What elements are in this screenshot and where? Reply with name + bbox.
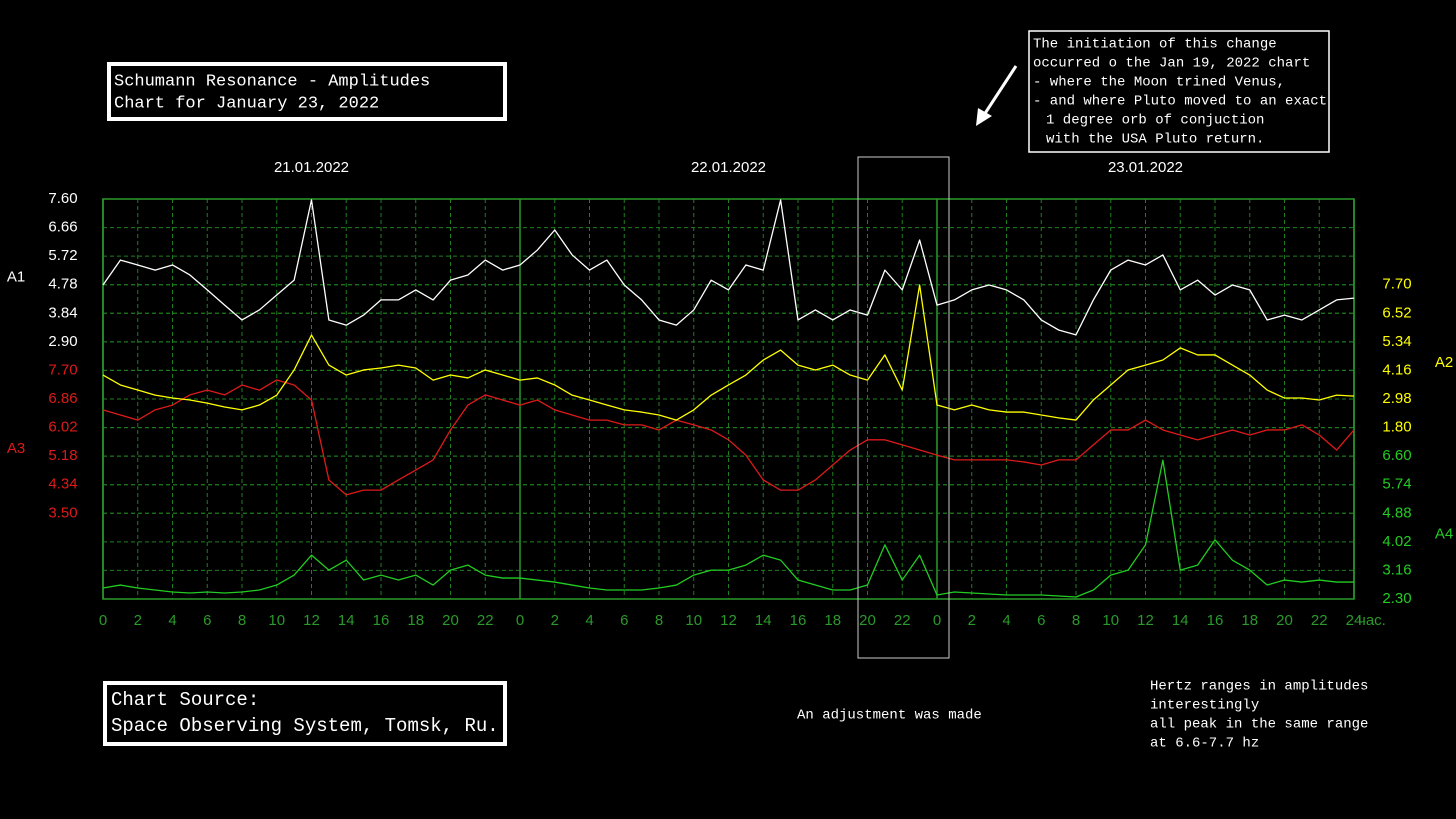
note-line: - and where Pluto moved to an exact bbox=[1033, 94, 1327, 110]
axis-label: A3 bbox=[7, 440, 25, 457]
x-tick-label: 14 bbox=[338, 612, 355, 629]
y-tick-label: 2.98 bbox=[1382, 390, 1411, 407]
x-tick-label: 16 bbox=[1207, 612, 1224, 629]
x-tick-label: 4 bbox=[1002, 612, 1010, 629]
x-tick-label: 2 bbox=[968, 612, 976, 629]
series-line bbox=[102, 199, 1355, 336]
y-tick-label: 1.80 bbox=[1382, 419, 1411, 436]
arrow-shaft bbox=[980, 65, 1018, 119]
x-tick-label: 8 bbox=[238, 612, 246, 629]
y-tick-label: 6.52 bbox=[1382, 304, 1411, 321]
x-tick-label: 18 bbox=[824, 612, 841, 629]
day-label: 23.01.2022 bbox=[1108, 159, 1183, 176]
x-tick-label: 10 bbox=[685, 612, 702, 629]
x-tick-label: 14 bbox=[1172, 612, 1189, 629]
day-label: 21.01.2022 bbox=[274, 159, 349, 176]
x-tick-label: 18 bbox=[407, 612, 424, 629]
source-box bbox=[103, 681, 507, 746]
x-tick-label: 10 bbox=[1102, 612, 1119, 629]
series-line bbox=[102, 459, 1354, 598]
x-unit: час. bbox=[1358, 612, 1386, 629]
y-tick-label: 6.66 bbox=[48, 219, 77, 236]
x-tick-label: 22 bbox=[894, 612, 911, 629]
x-tick-label: 4 bbox=[585, 612, 593, 629]
series-line bbox=[102, 379, 1355, 496]
y-tick-label: 6.02 bbox=[48, 419, 77, 436]
x-tick-label: 20 bbox=[859, 612, 876, 629]
source-line: Chart Source: bbox=[111, 689, 259, 711]
y-tick-label: 5.74 bbox=[1382, 476, 1411, 493]
x-tick-label: 24 bbox=[1346, 612, 1363, 629]
y-tick-label: 7.70 bbox=[48, 361, 77, 378]
x-tick-label: 0 bbox=[516, 612, 524, 629]
x-tick-label: 0 bbox=[933, 612, 941, 629]
y-tick-label: 3.16 bbox=[1382, 561, 1411, 578]
plot: 0 2 4 6 8 10 12 14 16 18 20 22 0 2 4 6 8 10 12 14 16 18 20 22 0 2… bbox=[7, 159, 1453, 629]
y-tick-label: 5.72 bbox=[48, 247, 77, 264]
y-tick-label: 4.16 bbox=[1382, 361, 1411, 378]
source-line: Space Observing System, Tomsk, Ru. bbox=[111, 715, 499, 737]
y-tick-label: 5.18 bbox=[48, 447, 77, 464]
axis-label: A2 bbox=[1435, 354, 1453, 371]
x-tick-label: 2 bbox=[134, 612, 142, 629]
highlight-box bbox=[857, 156, 950, 659]
series-line bbox=[102, 284, 1355, 421]
x-tick-label: 12 bbox=[1137, 612, 1154, 629]
x-tick-label: 6 bbox=[620, 612, 628, 629]
x-tick-label: 20 bbox=[442, 612, 459, 629]
note-line: occurred o the Jan 19, 2022 chart bbox=[1033, 56, 1310, 72]
y-tick-label: 2.90 bbox=[48, 333, 77, 350]
x-tick-label: 12 bbox=[720, 612, 737, 629]
note-line: The initiation of this change bbox=[1033, 37, 1277, 53]
x-tick-label: 10 bbox=[268, 612, 285, 629]
chart-title: Schumann Resonance - Amplitudes bbox=[114, 72, 430, 91]
y-tick-label: 5.34 bbox=[1382, 333, 1411, 350]
x-tick-label: 22 bbox=[1311, 612, 1328, 629]
y-tick-label: 6.60 bbox=[1382, 447, 1411, 464]
x-tick-label: 16 bbox=[373, 612, 390, 629]
x-tick-label: 6 bbox=[1037, 612, 1045, 629]
y-tick-label: 4.88 bbox=[1382, 504, 1411, 521]
axis-label: A1 bbox=[7, 268, 25, 285]
y-tick-label: 2.30 bbox=[1382, 590, 1411, 607]
x-tick-label: 18 bbox=[1241, 612, 1258, 629]
x-tick-label: 8 bbox=[1072, 612, 1080, 629]
hertz-note: all peak in the same range bbox=[1150, 717, 1368, 733]
x-tick-label: 6 bbox=[203, 612, 211, 629]
y-tick-label: 4.02 bbox=[1382, 533, 1411, 550]
chart-subtitle: Chart for January 23, 2022 bbox=[114, 94, 379, 113]
note-line: with the USA Pluto return. bbox=[1046, 132, 1264, 148]
x-tick-label: 16 bbox=[790, 612, 807, 629]
hertz-note: Hertz ranges in amplitudes bbox=[1150, 679, 1368, 695]
x-tick-label: 12 bbox=[303, 612, 320, 629]
title-box bbox=[107, 62, 507, 121]
arrow-head bbox=[976, 108, 992, 126]
hertz-note: interestingly bbox=[1150, 698, 1259, 714]
x-tick-label: 14 bbox=[755, 612, 772, 629]
x-tick-label: 20 bbox=[1276, 612, 1293, 629]
hertz-note: at 6.6-7.7 hz bbox=[1150, 736, 1259, 752]
y-tick-label: 7.70 bbox=[1382, 276, 1411, 293]
y-tick-label: 4.78 bbox=[48, 276, 77, 293]
adjustment-note: An adjustment was made bbox=[797, 708, 982, 724]
note-box bbox=[1028, 30, 1330, 153]
note-line: - where the Moon trined Venus, bbox=[1033, 75, 1285, 91]
y-tick-label: 7.60 bbox=[48, 190, 77, 207]
note-line: 1 degree orb of conjuction bbox=[1046, 113, 1264, 129]
x-tick-label: 8 bbox=[655, 612, 663, 629]
day-label: 22.01.2022 bbox=[691, 159, 766, 176]
plot-frame bbox=[102, 198, 1355, 600]
x-tick-label: 2 bbox=[551, 612, 559, 629]
x-tick-label: 22 bbox=[477, 612, 494, 629]
y-tick-label: 6.86 bbox=[48, 390, 77, 407]
x-tick-label: 0 bbox=[99, 612, 107, 629]
y-tick-label: 4.34 bbox=[48, 476, 77, 493]
x-tick-label: 4 bbox=[168, 612, 176, 629]
y-tick-label: 3.50 bbox=[48, 504, 77, 521]
y-tick-label: 3.84 bbox=[48, 304, 77, 321]
axis-label: A4 bbox=[1435, 526, 1453, 543]
